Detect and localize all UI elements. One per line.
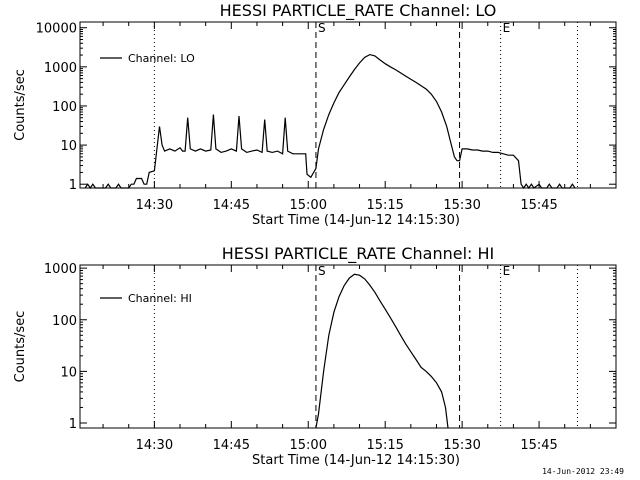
x-axis-label: Start Time (14-Jun-12 14:15:30) <box>252 213 460 228</box>
event-marker-label: S <box>318 264 326 278</box>
plot-frame <box>79 264 617 429</box>
event-marker-label: S <box>318 21 326 35</box>
y-tick-label: 1 <box>69 417 77 432</box>
x-tick-label: 15:00 <box>290 438 327 453</box>
x-tick-label: 15:30 <box>443 438 480 453</box>
chart-title: HESSI PARTICLE_RATE Channel: LO <box>220 1 497 21</box>
y-axis-label: Counts/sec <box>13 311 28 383</box>
x-tick-label: 14:45 <box>213 198 250 213</box>
chart-title: HESSI PARTICLE_RATE Channel: HI <box>222 244 495 264</box>
y-tick-label: 10 <box>60 139 77 154</box>
x-tick-label: 14:30 <box>136 438 173 453</box>
x-tick-label: 15:45 <box>520 198 557 213</box>
event-marker-label: E <box>503 264 511 278</box>
chart-panel-2: HESSI PARTICLE_RATE Channel: HI 1 10 100 100… <box>13 244 617 468</box>
legend-entry: Channel: LO <box>128 52 195 65</box>
y-tick-label: 10 <box>60 365 77 380</box>
y-tick-label: 1000 <box>44 262 77 277</box>
series-line-1 <box>84 53 576 190</box>
legend-entry: Channel: HI <box>128 292 192 305</box>
x-tick-label: 14:45 <box>213 438 250 453</box>
y-tick-label: 100 <box>52 100 77 115</box>
y-axis-label: Counts/sec <box>13 69 28 141</box>
plot-frame <box>79 21 617 189</box>
event-marker-label: E <box>503 21 511 35</box>
y-tick-label: 1 <box>69 178 77 193</box>
x-tick-label: 15:15 <box>366 438 403 453</box>
x-tick-label: 14:30 <box>136 198 173 213</box>
x-axis-label: Start Time (14-Jun-12 14:15:30) <box>252 453 460 468</box>
x-tick-label: 15:45 <box>520 438 557 453</box>
series-line-1 <box>315 273 449 429</box>
x-tick-label: 15:00 <box>290 198 327 213</box>
chart-panel-1: HESSI PARTICLE_RATE Channel: LO 1 10 100 100… <box>13 1 617 228</box>
y-tick-label: 100 <box>52 314 77 329</box>
x-tick-label: 15:30 <box>443 198 480 213</box>
y-tick-label: 1000 <box>44 61 77 76</box>
y-tick-label: 10000 <box>36 22 77 37</box>
footer-timestamp: 14-Jun-2012 23:49 <box>542 467 624 476</box>
x-tick-label: 15:15 <box>366 198 403 213</box>
